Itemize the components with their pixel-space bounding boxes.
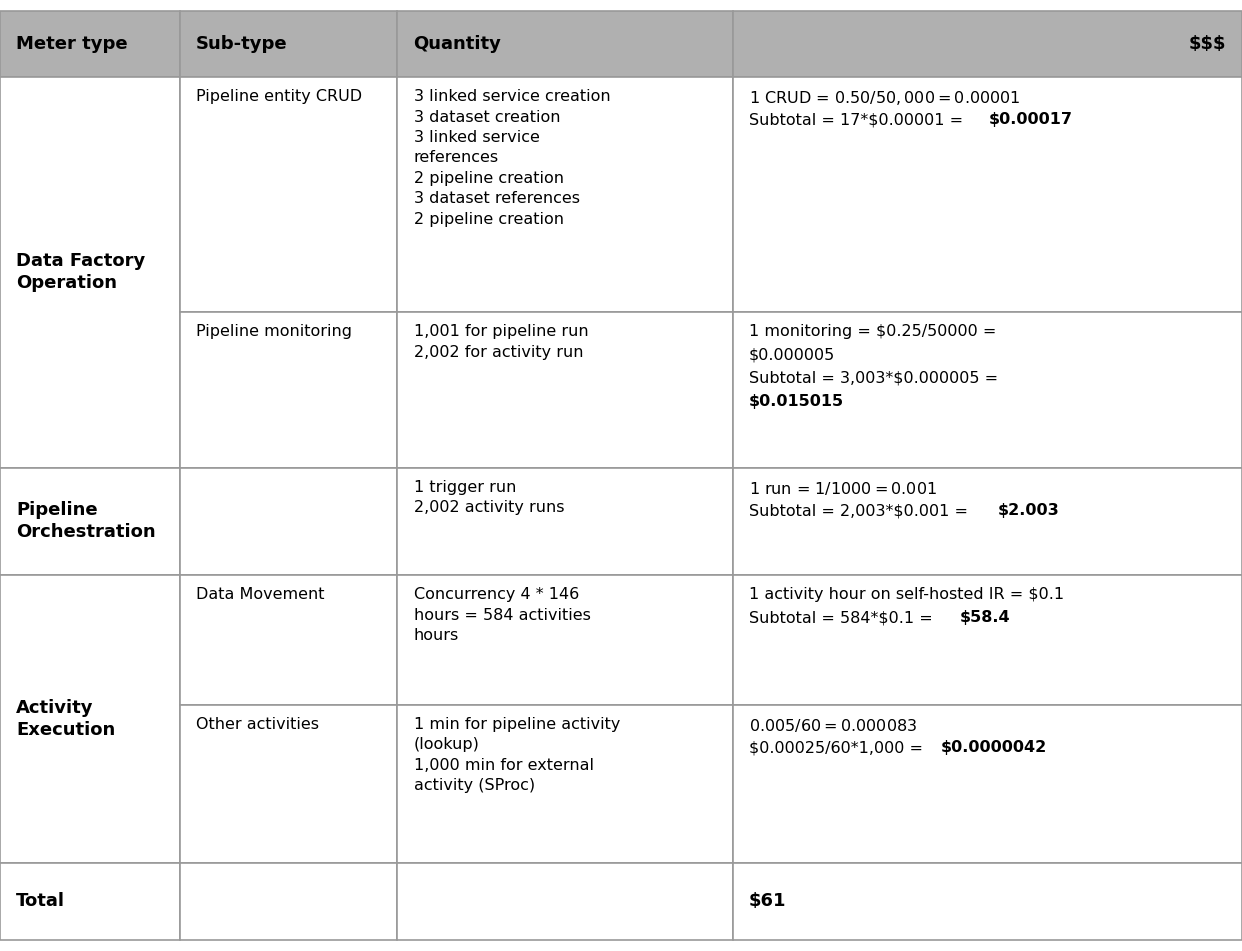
Text: $0.0000042: $0.0000042 bbox=[940, 740, 1047, 755]
Text: 1 CRUD = $0.50/50,000 = $0.00001: 1 CRUD = $0.50/50,000 = $0.00001 bbox=[749, 89, 1021, 107]
Polygon shape bbox=[180, 312, 397, 468]
Text: Other activities: Other activities bbox=[196, 717, 319, 732]
Polygon shape bbox=[733, 468, 1242, 574]
Text: Quantity: Quantity bbox=[414, 35, 502, 53]
Polygon shape bbox=[180, 574, 397, 705]
Text: Data Movement: Data Movement bbox=[196, 587, 324, 602]
Polygon shape bbox=[397, 77, 733, 312]
Polygon shape bbox=[397, 574, 733, 705]
Text: Total: Total bbox=[16, 892, 65, 910]
Text: Subtotal = 2,003*$0.001 =: Subtotal = 2,003*$0.001 = bbox=[749, 503, 972, 518]
Polygon shape bbox=[733, 863, 1242, 940]
Text: $0.000005: $0.000005 bbox=[749, 347, 835, 362]
Text: $0.005/60 = $0.000083: $0.005/60 = $0.000083 bbox=[749, 717, 917, 734]
Text: Subtotal = 584*$0.1 =: Subtotal = 584*$0.1 = bbox=[749, 611, 938, 626]
Polygon shape bbox=[0, 468, 180, 574]
Polygon shape bbox=[397, 312, 733, 468]
Polygon shape bbox=[180, 863, 397, 940]
Text: $0.00017: $0.00017 bbox=[989, 112, 1073, 127]
Polygon shape bbox=[180, 11, 397, 77]
Polygon shape bbox=[733, 11, 1242, 77]
Text: 1 activity hour on self-hosted IR = $0.1: 1 activity hour on self-hosted IR = $0.1 bbox=[749, 587, 1064, 602]
Text: $58.4: $58.4 bbox=[960, 611, 1011, 626]
Text: Concurrency 4 * 146
hours = 584 activities
hours: Concurrency 4 * 146 hours = 584 activiti… bbox=[414, 587, 590, 643]
Text: Pipeline entity CRUD: Pipeline entity CRUD bbox=[196, 89, 363, 105]
Polygon shape bbox=[397, 705, 733, 863]
Polygon shape bbox=[180, 705, 397, 863]
Text: $2.003: $2.003 bbox=[999, 503, 1059, 518]
Polygon shape bbox=[0, 11, 180, 77]
Text: 3 linked service creation
3 dataset creation
3 linked service
references
2 pipel: 3 linked service creation 3 dataset crea… bbox=[414, 89, 610, 226]
Text: $0.00025/60*1,000 =: $0.00025/60*1,000 = bbox=[749, 740, 928, 755]
Text: $61: $61 bbox=[749, 892, 786, 910]
Text: Pipeline monitoring: Pipeline monitoring bbox=[196, 324, 353, 340]
Polygon shape bbox=[180, 77, 397, 312]
Text: Activity
Execution: Activity Execution bbox=[16, 699, 116, 739]
Text: $$$: $$$ bbox=[1189, 35, 1226, 53]
Text: 1 trigger run
2,002 activity runs: 1 trigger run 2,002 activity runs bbox=[414, 480, 564, 515]
Text: Data Factory
Operation: Data Factory Operation bbox=[16, 252, 145, 292]
Text: Meter type: Meter type bbox=[16, 35, 128, 53]
Text: Subtotal = 3,003*$0.000005 =: Subtotal = 3,003*$0.000005 = bbox=[749, 371, 999, 385]
Polygon shape bbox=[0, 574, 180, 863]
Text: Sub-type: Sub-type bbox=[196, 35, 288, 53]
Text: 1 min for pipeline activity
(lookup)
1,000 min for external
activity (SProc): 1 min for pipeline activity (lookup) 1,0… bbox=[414, 717, 620, 793]
Text: Subtotal = 17*$0.00001 =: Subtotal = 17*$0.00001 = bbox=[749, 112, 969, 127]
Polygon shape bbox=[733, 705, 1242, 863]
Polygon shape bbox=[180, 468, 397, 574]
Text: 1 monitoring = $0.25/50000 =: 1 monitoring = $0.25/50000 = bbox=[749, 324, 996, 340]
Text: Pipeline
Orchestration: Pipeline Orchestration bbox=[16, 501, 155, 541]
Polygon shape bbox=[733, 77, 1242, 312]
Polygon shape bbox=[0, 77, 180, 468]
Polygon shape bbox=[397, 11, 733, 77]
Polygon shape bbox=[397, 468, 733, 574]
Polygon shape bbox=[397, 863, 733, 940]
Polygon shape bbox=[0, 863, 180, 940]
Text: $0.015015: $0.015015 bbox=[749, 394, 845, 409]
Text: 1,001 for pipeline run
2,002 for activity run: 1,001 for pipeline run 2,002 for activit… bbox=[414, 324, 589, 359]
Polygon shape bbox=[733, 574, 1242, 705]
Text: 1 run = $1/1000 = $0.001: 1 run = $1/1000 = $0.001 bbox=[749, 480, 936, 497]
Polygon shape bbox=[733, 312, 1242, 468]
